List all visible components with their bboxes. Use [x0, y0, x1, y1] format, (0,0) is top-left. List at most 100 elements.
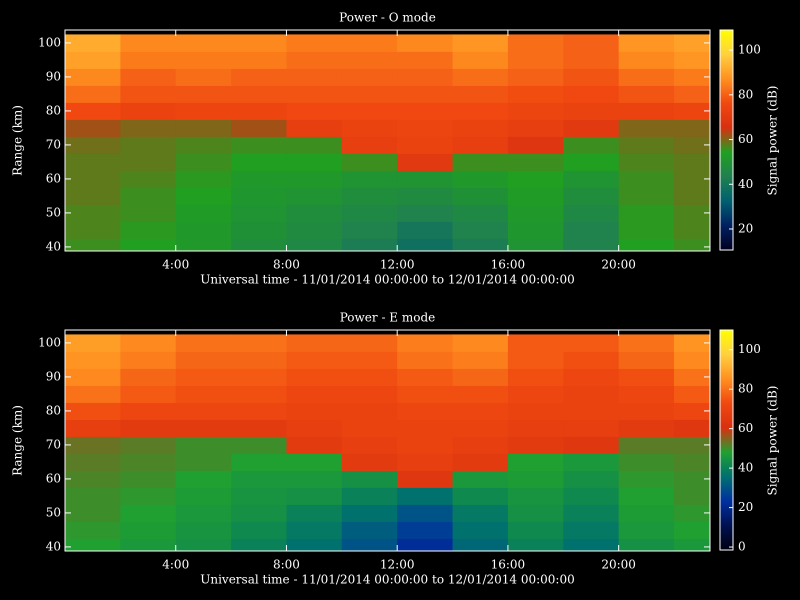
heatmap-cell — [452, 419, 509, 437]
heatmap-cell — [286, 402, 343, 420]
y-tick-label: 40 — [46, 539, 61, 553]
heatmap-cell — [618, 470, 675, 488]
heatmap-cell — [120, 85, 177, 103]
heatmap-cell — [674, 187, 710, 205]
heatmap-cell — [231, 170, 287, 188]
y-tick-label: 50 — [46, 505, 61, 519]
heatmap-cell — [341, 504, 398, 522]
x-tick-label: 16:00 — [491, 258, 526, 272]
x-tick-label: 4:00 — [162, 558, 189, 572]
heatmap-cell — [120, 68, 177, 86]
heatmap-cell — [397, 238, 454, 251]
plot-frame — [64, 329, 711, 552]
heatmap-cell — [674, 368, 710, 386]
heatmap-cell — [674, 68, 710, 86]
heatmap-cell — [175, 504, 232, 522]
colorbar — [719, 329, 734, 551]
heatmap-cell — [120, 51, 177, 69]
heatmap-cell — [563, 351, 620, 369]
heatmap-cell — [341, 204, 398, 222]
heatmap-cell — [397, 221, 454, 239]
heatmap-cell — [507, 419, 564, 437]
heatmap-cell — [452, 436, 509, 454]
heatmap-cell — [397, 385, 454, 403]
heatmap-cell — [120, 453, 177, 471]
heatmap-cell — [175, 68, 232, 86]
heatmap-cell — [674, 487, 710, 505]
heatmap-cell — [231, 521, 287, 539]
colorbar-tick-label: 80 — [738, 87, 753, 101]
heatmap-cell — [65, 153, 121, 171]
heatmap-cell — [65, 102, 121, 120]
heatmap-cell — [563, 521, 620, 539]
heatmap-cell — [674, 351, 710, 369]
heatmap-cell — [563, 385, 620, 403]
heatmap-cell — [674, 453, 710, 471]
heatmap-cell — [563, 119, 620, 137]
heatmap-cell — [175, 470, 232, 488]
y-axis-label: Range (km) — [11, 405, 25, 476]
colorbar-tick-label: 60 — [738, 421, 753, 435]
heatmap-cell — [397, 538, 454, 551]
heatmap-cell — [397, 521, 454, 539]
heatmap-cell — [231, 402, 287, 420]
heatmap-cell — [65, 187, 121, 205]
heatmap-cell — [618, 385, 675, 403]
heatmap-cell — [674, 385, 710, 403]
y-tick-label: 40 — [46, 239, 61, 253]
heatmap-cell — [618, 368, 675, 386]
heatmap-cell — [674, 436, 710, 454]
heatmap-cell — [563, 436, 620, 454]
heatmap-cell — [286, 238, 343, 251]
heatmap-cell — [507, 68, 564, 86]
heatmap-cell — [286, 538, 343, 551]
heatmap-cell — [674, 102, 710, 120]
heatmap-cell — [175, 538, 232, 551]
chart-title: Power - E mode — [340, 311, 436, 325]
heatmap-cell — [507, 504, 564, 522]
heatmap-cell — [618, 85, 675, 103]
heatmap-cell — [563, 102, 620, 120]
y-tick-label: 100 — [38, 335, 61, 349]
heatmap-cell — [65, 453, 121, 471]
heatmap-cell — [563, 368, 620, 386]
heatmap-cell — [286, 204, 343, 222]
heatmap-cell — [341, 453, 398, 471]
heatmap-cell — [618, 187, 675, 205]
x-tick-label: 12:00 — [380, 258, 415, 272]
heatmap-cell — [563, 470, 620, 488]
heatmap-cell — [231, 204, 287, 222]
heatmap-cell — [65, 521, 121, 539]
heatmap-cell — [618, 538, 675, 551]
heatmap-cell — [452, 68, 509, 86]
heatmap — [65, 34, 710, 251]
heatmap-cell — [397, 487, 454, 505]
heatmap-cell — [397, 51, 454, 69]
heatmap-cell — [397, 504, 454, 522]
heatmap-cell — [341, 351, 398, 369]
colorbar-tick-label: 40 — [738, 461, 753, 475]
heatmap-cell — [563, 187, 620, 205]
x-tick-label: 12:00 — [380, 558, 415, 572]
heatmap-cell — [175, 221, 232, 239]
heatmap-cell — [341, 153, 398, 171]
heatmap-cell — [231, 453, 287, 471]
y-tick-label: 50 — [46, 205, 61, 219]
heatmap-cell — [563, 51, 620, 69]
heatmap-cell — [452, 187, 509, 205]
heatmap-cell — [286, 85, 343, 103]
colorbar-tick-label: 60 — [738, 132, 753, 146]
heatmap-cell — [618, 68, 675, 86]
y-tick-label: 90 — [46, 69, 61, 83]
heatmap-cell — [286, 351, 343, 369]
heatmap-cell — [618, 153, 675, 171]
heatmap-cell — [674, 470, 710, 488]
heatmap-cell — [674, 238, 710, 251]
heatmap-cell — [674, 153, 710, 171]
heatmap-cell — [452, 136, 509, 154]
heatmap-cell — [231, 470, 287, 488]
heatmap-cell — [231, 85, 287, 103]
heatmap-cell — [286, 470, 343, 488]
heatmap-cell — [507, 34, 564, 52]
